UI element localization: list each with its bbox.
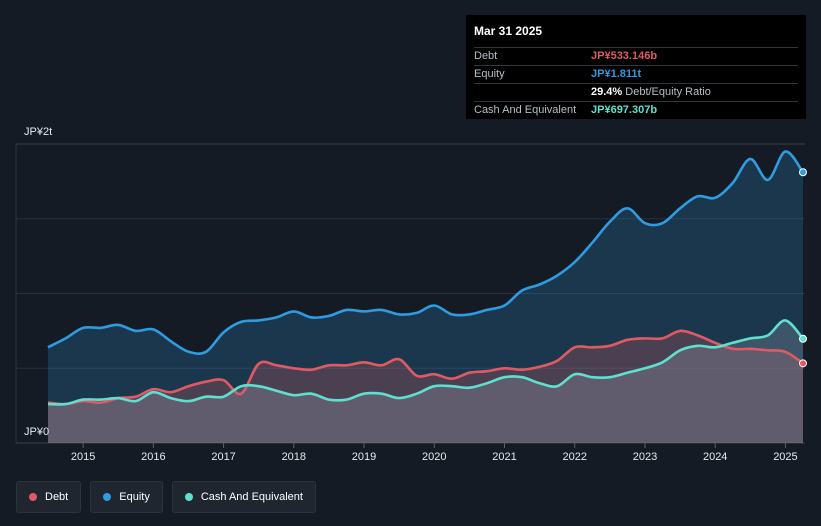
debt-dot-icon bbox=[29, 493, 37, 501]
equity-dot-icon bbox=[103, 493, 112, 501]
line-equity bbox=[47, 150, 805, 355]
area-cash-and-equivalent bbox=[48, 320, 803, 443]
legend-label-equity: Equity bbox=[119, 491, 150, 503]
x-tick-label: 2015 bbox=[71, 451, 95, 463]
x-tick-label: 2019 bbox=[352, 451, 376, 463]
legend-item-cash[interactable]: Cash And Equivalent bbox=[171, 481, 316, 513]
legend-label-debt: Debt bbox=[45, 491, 69, 503]
tooltip-value-debt: JP¥533.146b bbox=[591, 50, 658, 62]
chart-legend: Debt Equity Cash And Equivalent bbox=[16, 481, 316, 515]
y-tick-label-bottom: JP¥0 bbox=[24, 426, 49, 438]
x-tick-label: 2021 bbox=[492, 451, 516, 463]
line-debt bbox=[47, 329, 804, 406]
x-tick-label: 2018 bbox=[282, 451, 306, 463]
line-cash-and-equivalent bbox=[47, 319, 805, 406]
cash-dot-icon bbox=[184, 493, 193, 501]
x-axis-ticks: 2015 2016 2017 2018 2019 2020 2021 2022 2023 2024… bbox=[71, 443, 798, 463]
tooltip-row-ratio: 29.4% Debt/Equity Ratio bbox=[474, 84, 798, 102]
endpoint-equity bbox=[799, 168, 807, 177]
legend-label-cash: Cash And Equivalent bbox=[200, 491, 303, 503]
tooltip-label-ratio bbox=[474, 84, 591, 101]
ratio-text: Debt/Equity Ratio bbox=[625, 86, 711, 98]
series-areas bbox=[48, 151, 803, 443]
tooltip-value-equity: JP¥1.811t bbox=[591, 68, 642, 80]
x-tick-label: 2020 bbox=[422, 451, 446, 463]
area-debt bbox=[48, 330, 803, 443]
legend-item-debt[interactable]: Debt bbox=[16, 481, 82, 513]
ratio-value: 29.4% bbox=[591, 86, 623, 98]
data-tooltip: Mar 31 2025 Debt JP¥533.146b Equity JP¥1… bbox=[466, 15, 806, 119]
area-equity bbox=[48, 151, 803, 443]
x-tick-label: 2017 bbox=[211, 451, 235, 463]
series-endpoints bbox=[799, 168, 807, 368]
tooltip-row-equity: Equity JP¥1.811t bbox=[474, 66, 798, 84]
x-tick-label: 2024 bbox=[703, 451, 727, 463]
x-tick-label: 2022 bbox=[563, 451, 587, 463]
endpoint-debt bbox=[799, 359, 807, 368]
y-tick-label-top: JP¥2t bbox=[24, 126, 52, 138]
tooltip-row-debt: Debt JP¥533.146b bbox=[474, 48, 798, 66]
series-lines bbox=[47, 150, 805, 406]
x-tick-label: 2025 bbox=[773, 451, 797, 463]
tooltip-label-cash: Cash And Equivalent bbox=[474, 104, 577, 116]
tooltip-value-ratio: 29.4% Debt/Equity Ratio bbox=[591, 84, 711, 101]
endpoint-cash-and-equivalent bbox=[799, 334, 807, 343]
x-tick-label: 2023 bbox=[633, 451, 657, 463]
tooltip-row-cash: Cash And Equivalent JP¥697.307b bbox=[474, 102, 798, 119]
debt-equity-chart: 2015 2016 2017 2018 2019 2020 2021 2022 2023 2024… bbox=[15, 126, 807, 463]
x-tick-label: 2016 bbox=[141, 451, 165, 463]
tooltip-label-debt: Debt bbox=[474, 50, 498, 62]
tooltip-label-equity: Equity bbox=[474, 68, 505, 80]
tooltip-value-cash: JP¥697.307b bbox=[591, 104, 658, 116]
legend-item-equity[interactable]: Equity bbox=[90, 481, 163, 513]
tooltip-date: Mar 31 2025 bbox=[474, 23, 798, 48]
